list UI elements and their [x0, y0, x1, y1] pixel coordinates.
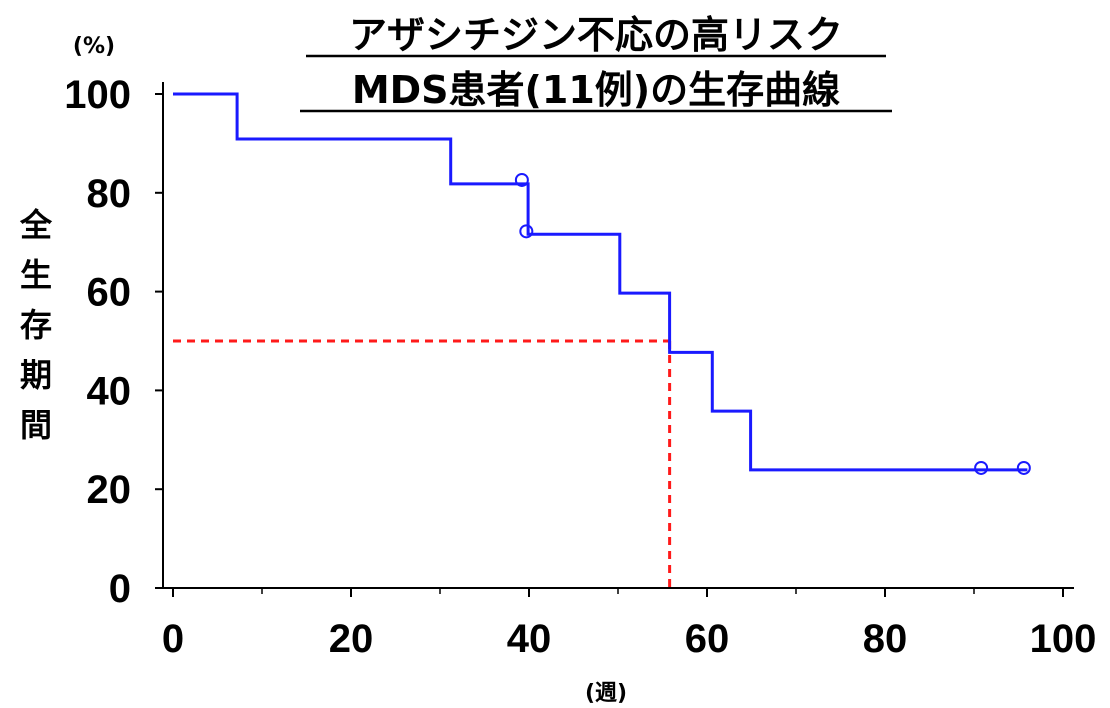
y-tick-label: 80 [87, 172, 132, 216]
y-tick-label: 0 [109, 567, 131, 611]
survival-curve [173, 92, 1028, 472]
y-axis-label-char: 存 [20, 306, 52, 344]
censored-marker [974, 460, 989, 475]
x-tick-label: 0 [162, 617, 184, 661]
y-tick-label: 60 [87, 271, 132, 315]
chart-title: アザシチジン不応の高リスク MDS患者(11例)の生存曲線 [300, 13, 892, 113]
y-ticks: 0 20 40 60 80 100 [64, 73, 163, 611]
y-axis-label: 全 生 存 期 間 [19, 206, 53, 444]
y-tick-label: 100 [64, 73, 131, 117]
x-tick-label: 80 [863, 617, 908, 661]
x-tick-label: 100 [1030, 617, 1097, 661]
series-layer [173, 92, 1031, 475]
x-tick-label: 40 [507, 617, 552, 661]
x-unit-label: (週) [585, 681, 627, 706]
censored-marker [519, 224, 534, 239]
y-tick-label: 20 [87, 468, 132, 512]
censored-marker [514, 172, 529, 187]
x-minor-ticks [261, 588, 975, 594]
y-axis-label-char: 間 [20, 406, 52, 444]
chart-title-line-2: MDS患者(11例)の生存曲線 [352, 68, 840, 112]
x-tick-label: 60 [685, 617, 730, 661]
censored-marker [1016, 460, 1031, 475]
y-axis-label-char: 全 [19, 206, 53, 244]
y-axis-label-char: 期 [20, 356, 52, 394]
x-ticks: 0 20 40 60 80 100 [162, 588, 1097, 661]
median-reference-lines [173, 339, 672, 588]
x-tick-label: 20 [329, 617, 374, 661]
y-unit-label: (%) [73, 34, 115, 59]
y-axis-label-char: 生 [20, 256, 52, 294]
chart-title-line-1: アザシチジン不応の高リスク [349, 13, 843, 57]
y-tick-label: 40 [87, 369, 132, 413]
